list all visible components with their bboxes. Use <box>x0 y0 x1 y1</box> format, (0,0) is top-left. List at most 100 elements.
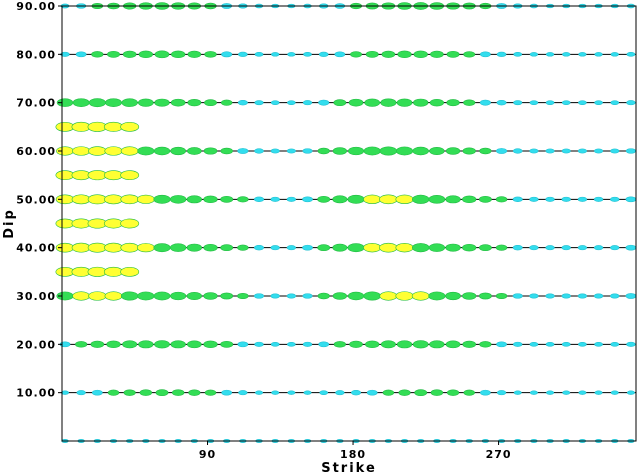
fit-mark <box>318 99 330 106</box>
fit-mark <box>302 148 313 154</box>
y-tick-label: 20.00 <box>16 338 56 351</box>
fit-mark <box>169 195 187 204</box>
fit-mark <box>121 98 138 107</box>
fit-mark <box>87 194 107 205</box>
fit-mark <box>71 194 91 205</box>
fit-mark <box>350 389 362 396</box>
fit-mark <box>87 242 107 253</box>
fit-mark <box>104 194 123 205</box>
fit-mark <box>626 390 635 395</box>
fit-mark <box>513 341 523 347</box>
fit-mark <box>411 194 430 204</box>
fit-mark <box>187 50 202 58</box>
fit-mark <box>318 341 330 348</box>
fit-mark <box>317 292 330 300</box>
fit-mark <box>270 245 280 251</box>
fit-mark <box>203 340 218 349</box>
fit-mark <box>545 196 555 202</box>
fit-mark <box>380 98 397 107</box>
fit-mark <box>122 340 138 349</box>
fit-mark <box>105 98 122 107</box>
x-axis-title: Strike <box>321 461 377 475</box>
fit-mark <box>153 194 171 204</box>
fit-mark <box>395 291 414 301</box>
fit-mark <box>137 98 154 107</box>
fit-mark <box>204 389 217 396</box>
fit-mark <box>122 50 137 58</box>
fit-mark <box>365 50 379 58</box>
fit-mark <box>220 292 234 300</box>
fit-mark <box>334 51 346 58</box>
fit-mark <box>363 242 382 253</box>
fit-mark <box>253 293 265 299</box>
fit-mark <box>610 52 619 57</box>
fit-mark <box>254 100 264 106</box>
fit-mark <box>445 340 461 349</box>
fit-mark <box>545 293 555 299</box>
fit-mark <box>72 146 91 156</box>
fit-mark <box>366 389 378 396</box>
fit-mark <box>445 243 461 252</box>
fit-mark <box>270 148 280 154</box>
fit-mark <box>350 51 363 58</box>
fit-mark <box>428 195 446 204</box>
fit-mark <box>577 196 588 202</box>
fit-mark <box>379 146 398 156</box>
fit-mark <box>253 196 265 203</box>
fit-mark <box>254 341 264 347</box>
fit-mark <box>253 244 265 251</box>
fit-mark <box>302 196 313 203</box>
fit-mark <box>71 242 91 253</box>
fit-mark <box>395 242 414 253</box>
fit-mark <box>136 194 155 204</box>
y-axis: 10.00 20.00 30.00 40.00 50.00 60.00 70.00 80.00… <box>16 0 62 400</box>
fit-mark <box>513 52 523 57</box>
fit-mark <box>220 195 234 203</box>
fit-mark <box>171 50 186 59</box>
fit-mark <box>171 389 185 396</box>
fit-mark <box>610 245 620 251</box>
fit-mark <box>411 243 430 253</box>
fit-mark <box>396 98 413 107</box>
fit-mark <box>463 51 476 58</box>
fit-mark <box>529 293 539 299</box>
fit-mark <box>445 147 461 155</box>
fit-mark <box>495 196 508 203</box>
fit-mark <box>593 196 604 202</box>
fit-mark <box>238 390 248 396</box>
fit-mark <box>513 100 523 106</box>
fit-mark <box>529 390 538 395</box>
fit-mark <box>625 196 637 203</box>
fit-mark <box>395 146 414 156</box>
fit-mark <box>286 148 296 154</box>
x-tick-label: 90 <box>199 448 216 461</box>
y-tick-label: 70.00 <box>16 97 56 110</box>
fit-mark <box>610 390 619 395</box>
fit-mark <box>221 51 233 58</box>
fit-mark <box>72 291 91 301</box>
fit-mark <box>332 195 348 204</box>
fit-mark <box>136 243 155 253</box>
fit-mark <box>187 99 202 107</box>
fit-mark <box>364 98 381 107</box>
fit-mark <box>153 291 171 301</box>
fit-mark <box>625 244 637 251</box>
fit-mark <box>104 146 123 156</box>
fit-mark <box>430 389 444 396</box>
fit-mark <box>562 390 571 395</box>
fit-mark <box>445 195 461 204</box>
fit-mark <box>513 390 522 395</box>
fit-mark <box>463 99 476 106</box>
fit-mark <box>429 147 445 155</box>
fit-mark <box>462 243 477 252</box>
fit-mark <box>120 170 140 181</box>
fit-mark <box>318 51 329 57</box>
fit-mark <box>347 291 365 301</box>
x-tick-label: 180 <box>340 448 366 461</box>
fit-mark <box>546 390 555 395</box>
fit-mark <box>363 291 381 301</box>
fit-mark <box>545 245 555 251</box>
fit-mark <box>186 195 202 204</box>
fit-mark <box>120 194 139 205</box>
